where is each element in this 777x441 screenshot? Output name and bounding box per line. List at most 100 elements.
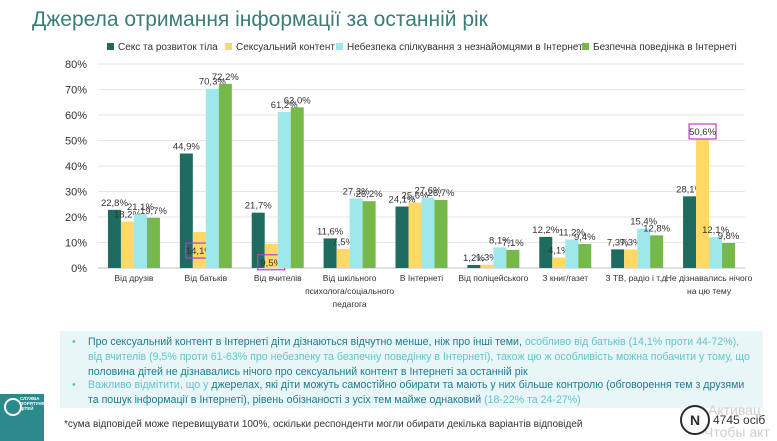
bar xyxy=(493,247,507,268)
bar xyxy=(434,199,448,268)
x-tick-label: на цю тему xyxy=(687,286,732,296)
data-label: 9,8% xyxy=(718,231,740,242)
bar xyxy=(709,237,723,268)
bar xyxy=(506,249,520,268)
data-label: 11,2% xyxy=(559,227,586,238)
x-tick-label: Від шкільного xyxy=(323,273,377,283)
bar xyxy=(722,243,736,268)
bar xyxy=(192,232,206,268)
data-label: 9,4% xyxy=(574,232,596,243)
bar xyxy=(395,206,409,268)
bar xyxy=(218,83,232,268)
data-label: 21,7% xyxy=(245,201,272,212)
notes-panel xyxy=(60,331,763,408)
bar xyxy=(611,249,625,268)
bar xyxy=(251,212,265,268)
data-label: 70,3% xyxy=(199,77,226,88)
data-label: 11,6% xyxy=(317,226,344,237)
legend-swatch xyxy=(225,43,232,50)
data-label: 18,2% xyxy=(114,210,141,221)
bar xyxy=(205,88,219,268)
legend-swatch xyxy=(336,43,343,50)
watermark-line-1: Активац xyxy=(708,402,761,418)
bar xyxy=(565,239,579,268)
data-label: 8,1% xyxy=(489,235,511,246)
y-tick-label: 30% xyxy=(65,187,87,199)
note-2: • Важливо відмітити, що у джерелах, які … xyxy=(72,379,745,406)
sample-size-icon: N xyxy=(680,405,710,435)
y-tick-label: 70% xyxy=(65,85,87,97)
data-label: 7,1% xyxy=(502,238,524,249)
bar xyxy=(650,235,664,268)
data-label: 7,3% xyxy=(607,237,629,248)
note-2-tail: (18-22% та 24-27%) xyxy=(481,394,581,406)
data-label: 15,4% xyxy=(630,217,657,228)
y-tick-label: 60% xyxy=(65,110,87,122)
data-label: 28,1% xyxy=(676,184,703,195)
x-tick-label: педагога xyxy=(333,299,367,309)
bar xyxy=(264,243,278,268)
data-label: 12,2% xyxy=(532,225,559,236)
data-label: 7,3% xyxy=(620,237,642,248)
page-title: Джерела отримання інформації за останній… xyxy=(32,8,488,31)
y-tick-label: 50% xyxy=(65,136,87,148)
data-label: 1,2% xyxy=(463,253,485,264)
note-2-text: Важливо відмітити, що у xyxy=(88,379,212,391)
logo: СЛУЖБА ПОРЯТУНКУ ДІТЕЙ xyxy=(0,394,48,441)
x-tick-label: Від поліцейського xyxy=(458,273,528,283)
bar xyxy=(349,198,363,268)
legend-swatch xyxy=(107,43,114,50)
bar xyxy=(133,214,147,268)
bar xyxy=(408,202,422,268)
data-label: 26,7% xyxy=(428,188,455,199)
x-tick-label: З ТВ, радіо і т.д. xyxy=(605,273,668,283)
legend-swatch xyxy=(582,43,589,50)
y-tick-label: 80% xyxy=(65,59,87,71)
logo-text: СЛУЖБА ПОРЯТУНКУ ДІТЕЙ xyxy=(20,396,48,411)
y-tick-label: 20% xyxy=(65,212,87,224)
y-tick-label: 40% xyxy=(65,161,87,173)
data-label: 19,7% xyxy=(140,206,167,217)
data-label: 14,1% xyxy=(186,246,213,257)
watermark-line-2: Чтобы акт xyxy=(704,424,770,440)
bar xyxy=(539,236,553,268)
data-label: 63,0% xyxy=(284,95,311,106)
bar xyxy=(362,201,376,268)
footnote: *сума відповідей може перевищувати 100%,… xyxy=(64,419,583,430)
legend-label: Секс та розвиток тіла xyxy=(118,42,218,53)
bar xyxy=(467,264,481,268)
highlight-box xyxy=(688,123,717,140)
bar xyxy=(277,111,291,268)
data-label: 24,1% xyxy=(389,195,416,206)
x-tick-label: Від вчителів xyxy=(254,273,302,283)
note-1-highlight-2: половина дітей не дізнавались нічого про… xyxy=(88,366,528,378)
x-tick-label: Не дізнавались нічого xyxy=(666,273,753,283)
data-label: 22,8% xyxy=(101,198,128,209)
data-label: 21,1% xyxy=(127,202,154,213)
note-1-text: особливо від батьків (14,1% проти 44-72%… xyxy=(88,336,750,363)
data-label: 27,6% xyxy=(415,186,442,197)
y-tick-label: 10% xyxy=(65,238,87,250)
bar xyxy=(421,197,435,268)
x-tick-label: Від друзів xyxy=(114,273,154,283)
bar xyxy=(107,209,121,268)
data-label: 26,2% xyxy=(356,189,383,200)
data-label: 7,5% xyxy=(332,237,354,248)
bar xyxy=(624,249,638,268)
data-label: 4,1% xyxy=(548,246,570,257)
bar xyxy=(146,217,160,268)
legend-label: Небезпека спілкування з незнайомцями в І… xyxy=(347,41,585,53)
data-label: 72,2% xyxy=(212,72,239,83)
data-label: 61,2% xyxy=(271,100,298,111)
data-label: 1,3% xyxy=(476,253,498,264)
bar xyxy=(552,257,566,268)
logo-icon xyxy=(4,398,22,416)
data-label: 12,1% xyxy=(702,225,729,236)
data-label: 50,6% xyxy=(689,127,716,138)
x-tick-label: З книг/газет xyxy=(542,273,588,283)
bar xyxy=(578,244,592,268)
data-label: 25,6% xyxy=(402,191,429,202)
note-1-highlight: Про сексуальний контент в Інтернеті діти… xyxy=(88,336,522,348)
legend-label: Безпечна поведінка в Інтернеті xyxy=(593,42,737,53)
bar xyxy=(683,196,697,268)
